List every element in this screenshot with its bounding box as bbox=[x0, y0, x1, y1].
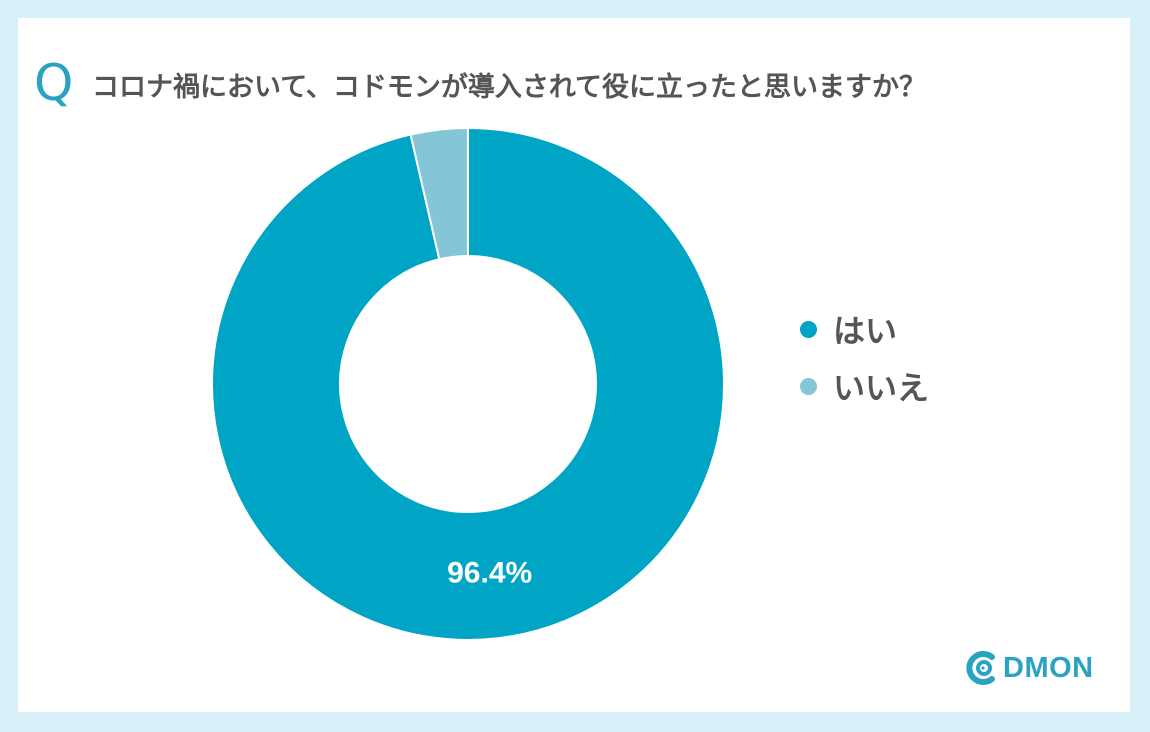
legend-dot-no bbox=[800, 377, 817, 395]
donut-slice-0 bbox=[211, 126, 725, 641]
question-title: コロナ禍において、コドモンが導入されて役に立ったと思いますか？ bbox=[92, 72, 927, 103]
legend-label-yes: はい bbox=[833, 312, 898, 350]
legend-dot-yes bbox=[800, 320, 817, 338]
q-mark: Q bbox=[34, 54, 74, 112]
data-label-0: 96.4% bbox=[447, 557, 532, 590]
legend-label-no: いいえ bbox=[833, 369, 930, 407]
logo-text: DMON bbox=[1003, 651, 1094, 684]
donut-chart: 96.4% bbox=[211, 126, 725, 641]
logo-co-mark bbox=[966, 651, 995, 685]
donut-slice-1 bbox=[409, 126, 469, 261]
legend-item-no: いいえ bbox=[800, 361, 929, 411]
legend: はい いいえ bbox=[800, 304, 929, 418]
codmon-logo: DMON bbox=[962, 648, 1094, 688]
legend-item-yes: はい bbox=[800, 304, 929, 354]
chart-card: Q コロナ禍において、コドモンが導入されて役に立ったと思いますか？ 96.4% … bbox=[18, 18, 1130, 712]
